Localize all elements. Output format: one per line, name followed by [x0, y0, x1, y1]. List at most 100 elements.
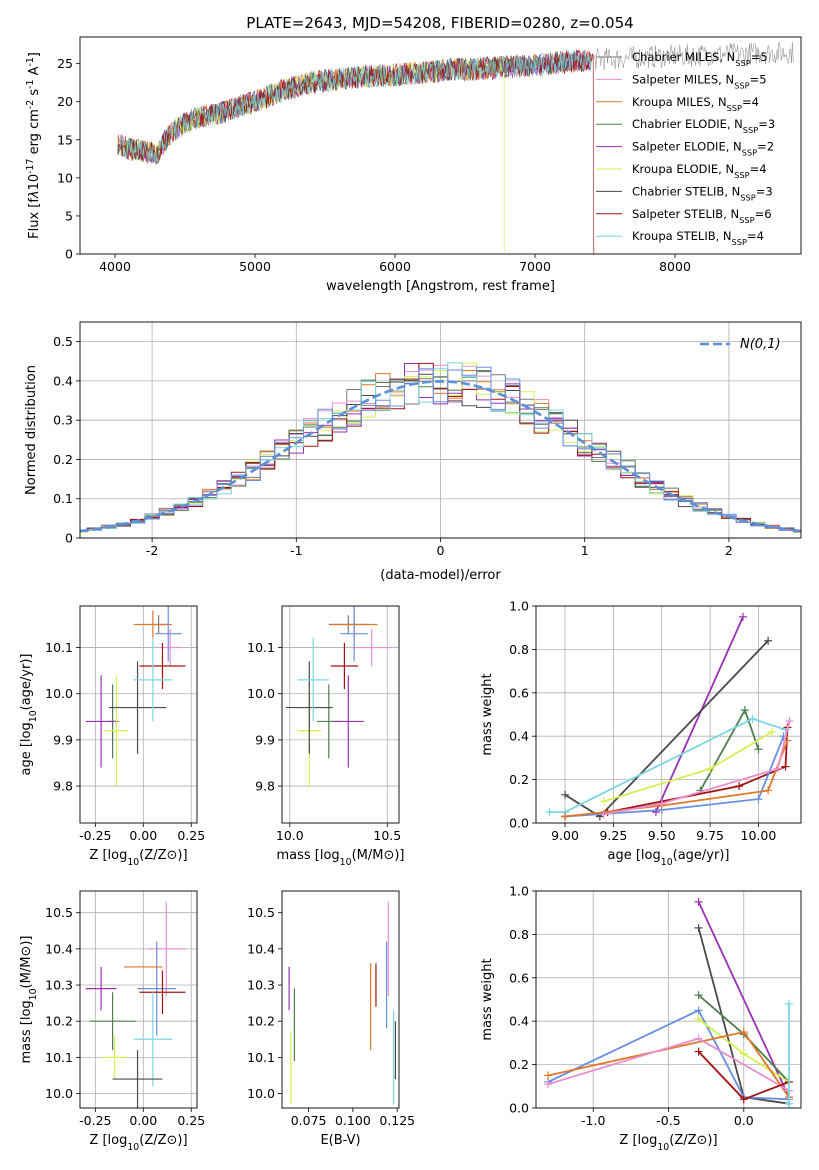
y-tick-label: 0.1	[53, 491, 73, 506]
x-axis-label-part: )]	[707, 1133, 717, 1148]
x-axis-label-part: 10	[127, 857, 139, 868]
legend-label-part: SSP	[735, 58, 750, 68]
x-axis-label-part: wavelength [Angstrom, rest frame]	[326, 279, 555, 294]
legend-label: Salpeter MILES, NSSP=5	[632, 72, 767, 90]
y-axis-label: age [log10(age/yr)]	[19, 654, 39, 776]
x-tick-label: 0.25	[177, 1113, 205, 1128]
plot-area	[85, 606, 186, 787]
x-axis-label-part: ⊙	[167, 848, 178, 863]
x-tick-label: 0.100	[335, 1113, 371, 1128]
y-tick-label: 0	[65, 531, 73, 546]
weight-marker	[561, 812, 570, 821]
z-weight-panel: -1.0 -0.5 0.0 0.0 0.2 0.4 0.6 0.8 1.0 Z [log10(Z/…	[480, 884, 802, 1153]
x-axis-label-part: (Z/Z	[669, 1133, 696, 1148]
legend-label-part: SSP	[739, 215, 754, 225]
x-tick-label: 0.00	[129, 1113, 157, 1128]
x-axis-label-part: )]	[177, 848, 187, 863]
weight-marker	[544, 1071, 553, 1080]
weight-marker	[694, 1047, 703, 1056]
legend-label-part: SSP	[734, 170, 749, 180]
weight-marker	[754, 795, 763, 804]
legend-label-part: =6	[755, 207, 772, 221]
y-axis-label-part: A	[27, 66, 42, 79]
ebv-mass-panel: 0.075 0.100 0.125 10.0 10.1 10.2 10.3 10.4 10.5 E…	[247, 890, 415, 1148]
plot-area	[544, 897, 793, 1108]
y-tick-label: 10.2	[45, 1014, 73, 1029]
x-axis-label-part: E(B-V)	[320, 1133, 360, 1148]
legend-label: Kroupa MILES, NSSP=4	[632, 95, 759, 113]
axes-frame	[535, 890, 802, 1109]
x-tick-label: 10.5	[373, 828, 401, 843]
weight-marker	[785, 717, 794, 726]
y-axis-label-part: erg cm	[27, 109, 42, 158]
y-tick-label: 10.1	[45, 1050, 73, 1065]
y-axis-label-part: (M/M	[19, 957, 34, 989]
legend-label-part: Salpeter MILES, N	[632, 72, 734, 86]
y-tick-label: 0.0	[509, 1101, 529, 1116]
x-tick-label: -1.0	[581, 1113, 605, 1128]
spectrum-panel: 4000 5000 6000 7000 8000 0 5 10 15 20 25 wavelength…	[25, 36, 802, 294]
x-tick-label: 0.0	[734, 1113, 754, 1128]
plot-area	[80, 362, 801, 533]
y-tick-label: 10	[57, 170, 73, 185]
axes-frame	[79, 36, 802, 255]
y-axis-label-part: 10	[27, 174, 42, 191]
x-tick-label: 5000	[239, 259, 271, 274]
x-axis-label-part: 10	[127, 1142, 139, 1153]
y-tick-label: 0	[65, 247, 73, 262]
legend-label-part: Kroupa STELIB, N	[632, 229, 732, 243]
x-axis-label-part: ⊙	[697, 1133, 708, 1148]
x-axis-label-part: )]	[394, 848, 404, 863]
spectrum-line	[117, 50, 592, 164]
y-tick-label: 10.0	[45, 686, 73, 701]
weight-marker	[764, 636, 773, 645]
y-axis-label-part: age [log	[19, 722, 34, 775]
weight-marker	[544, 1080, 553, 1089]
x-tick-label: 8000	[659, 259, 691, 274]
x-tick-label: -0.25	[79, 828, 111, 843]
y-tick-label: 0.2	[509, 1057, 529, 1072]
x-axis-label-part: (Z/Z	[139, 848, 166, 863]
weight-marker	[706, 764, 715, 773]
x-tick-label: 1	[581, 543, 589, 558]
y-tick-label: 10.5	[247, 905, 275, 920]
x-tick-label: 9.75	[696, 828, 724, 843]
x-axis-label-part: 10	[661, 857, 673, 868]
weight-marker	[739, 1095, 748, 1104]
age-weight-panel: 9.00 9.25 9.50 9.75 10.00 0.0 0.2 0.4 0.6 0.8 1.0 a…	[480, 599, 802, 868]
weight-marker	[651, 808, 660, 817]
weight-marker	[694, 1006, 703, 1015]
weight-marker	[561, 790, 570, 799]
legend-label-part: =4	[742, 95, 759, 109]
x-axis-label-part: ⊙	[167, 1133, 178, 1148]
y-axis-label-part: -1	[25, 57, 36, 66]
legend-label-part: Chabrier ELODIE, N	[632, 117, 743, 131]
x-tick-label: 9.50	[648, 828, 676, 843]
y-tick-label: 1.0	[509, 599, 529, 614]
x-tick-label: 0	[437, 543, 445, 558]
y-axis-label: mass [log10(M/M⊙)]	[19, 935, 39, 1063]
y-tick-label: 10.5	[45, 905, 73, 920]
x-axis-label-part: age [log	[608, 848, 661, 863]
histogram-step	[80, 366, 801, 532]
weight-marker	[694, 1034, 703, 1043]
x-tick-label: 9.00	[551, 828, 579, 843]
x-axis-label-part: Z [log	[619, 1133, 657, 1148]
residual-histogram-panel: -2 -1 0 1 2 0 0.1 0.2 0.3 0.4 0.5 (data-model)/erro…	[24, 321, 802, 583]
legend-label: Chabrier MILES, NSSP=5	[632, 50, 768, 68]
x-tick-label: 10.00	[741, 828, 777, 843]
weight-line	[655, 616, 744, 813]
x-tick-label: 6000	[379, 259, 411, 274]
weight-marker	[767, 727, 776, 736]
y-tick-label: 0.2	[509, 772, 529, 787]
weight-marker	[694, 991, 703, 1000]
weight-marker	[764, 786, 773, 795]
weight-line	[697, 901, 790, 1098]
weight-line	[603, 720, 791, 816]
y-axis-label: mass weight	[480, 958, 495, 1040]
x-axis-label: mass [log10(M/M⊙)]	[276, 848, 404, 868]
legend-label-part: =4	[747, 229, 764, 243]
axes-frame	[79, 605, 198, 824]
y-axis-label-part: -2	[25, 100, 36, 109]
